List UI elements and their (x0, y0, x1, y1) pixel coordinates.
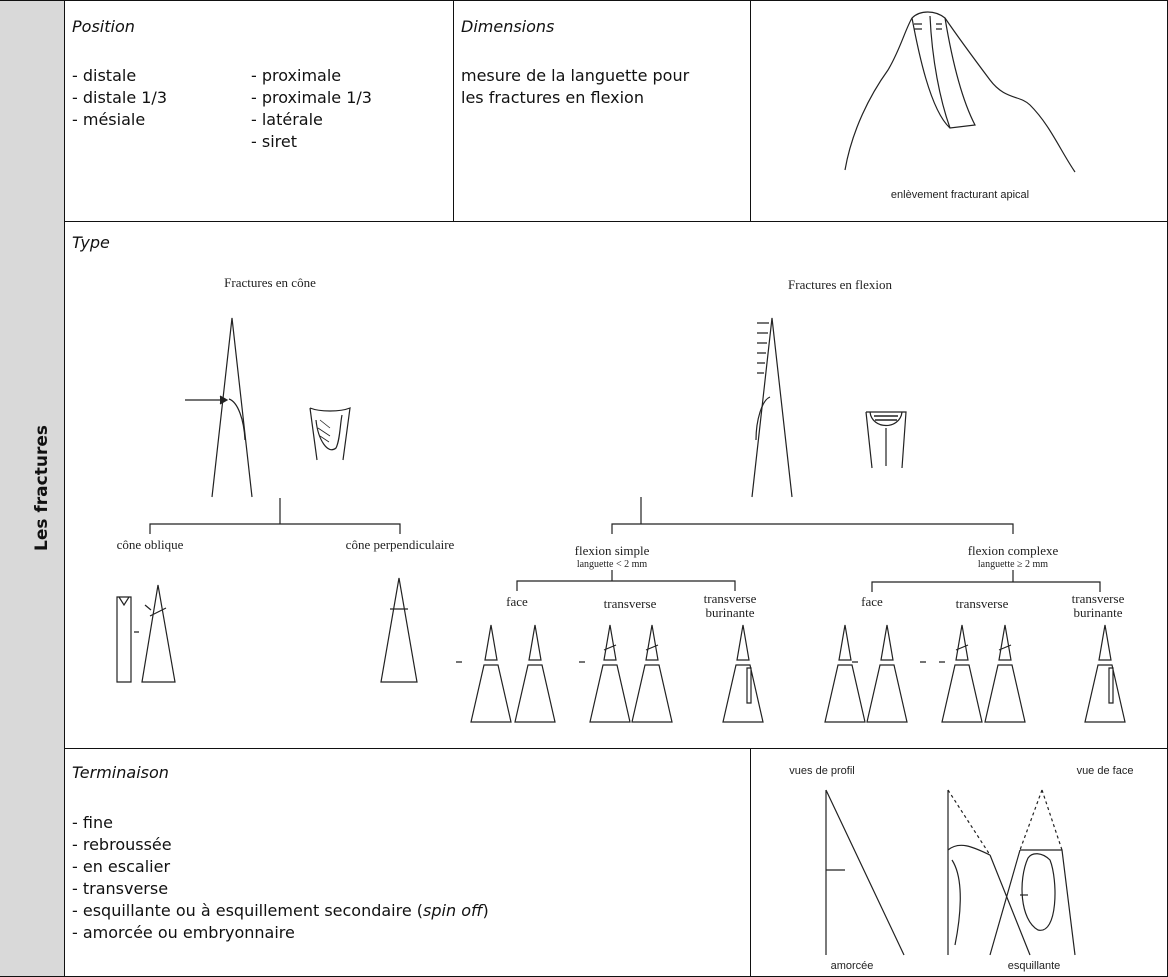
tool-drawing (589, 624, 631, 723)
heading: Dimensions (461, 17, 555, 36)
tool-drawings (470, 624, 1126, 723)
list-item: - proximale (251, 66, 342, 85)
text: - esquillante ou à esquillement secondai… (72, 901, 424, 920)
figure-label: vue de face (1077, 765, 1134, 777)
flexion-figure (751, 317, 907, 498)
heading: Terminaison (72, 763, 169, 782)
list-item: - transverse (72, 879, 169, 898)
diagram-label: face (506, 594, 528, 609)
tool-drawing (722, 624, 764, 723)
heading: Type (72, 233, 110, 252)
diagram-label: burinante (1073, 605, 1122, 620)
figure-label: esquillante (1008, 960, 1061, 972)
diagram-label: transverse (1072, 591, 1125, 606)
list-item: - esquillante ou à esquillement secondai… (72, 900, 489, 922)
list-item: - mésiale (72, 110, 146, 129)
diagram-label: face (861, 594, 883, 609)
diagram-label: transverse (956, 596, 1009, 611)
figure-label: vues de profil (789, 765, 854, 777)
text: ) (482, 901, 489, 920)
text-line: les fractures en flexion (461, 88, 644, 107)
apical-sketch (844, 11, 1076, 173)
diagram-label: languette ≥ 2 mm (978, 559, 1048, 570)
diagram-label: burinante (705, 605, 754, 620)
diagram-label: flexion complexe (968, 543, 1059, 558)
tool-drawing (824, 624, 866, 723)
tool-drawing (866, 624, 908, 723)
cone-figure (185, 317, 351, 498)
list-item: - amorcée ou embryonnaire (72, 923, 295, 942)
tool-drawing (631, 624, 673, 723)
diagram-label: cône perpendiculaire (346, 537, 455, 552)
tool-drawing (514, 624, 556, 723)
list-item: - en escalier (72, 857, 171, 876)
tool-drawing (470, 624, 512, 723)
tool-drawing (1084, 624, 1126, 723)
list-item: - distale 1/3 (72, 88, 167, 107)
diagram-label: cône oblique (117, 537, 184, 552)
caption: enlèvement fracturant apical (891, 189, 1029, 201)
diagram-label: transverse (604, 596, 657, 611)
figure-label: amorcée (831, 960, 874, 972)
heading: Position (72, 17, 135, 36)
diagram-label: languette < 2 mm (577, 559, 648, 570)
tree-lines (116, 497, 1101, 683)
diagram-label: transverse (704, 591, 757, 606)
tool-drawing (941, 624, 983, 723)
diagram-label: flexion simple (575, 543, 650, 558)
list-item: - rebroussée (72, 835, 172, 854)
list-item: - siret (251, 132, 297, 151)
list-item: - fine (72, 813, 113, 832)
text: spin off (423, 901, 483, 920)
termination-sketch (825, 789, 1076, 956)
list-item: - proximale 1/3 (251, 88, 372, 107)
diagram-title: Fractures en flexion (788, 277, 892, 292)
diagram-title: Fractures en cône (224, 275, 316, 290)
list-item: - distale (72, 66, 137, 85)
tool-drawing (984, 624, 1026, 723)
side-column (0, 0, 64, 977)
list-item: - latérale (251, 110, 323, 129)
text-line: mesure de la languette pour (461, 66, 690, 85)
